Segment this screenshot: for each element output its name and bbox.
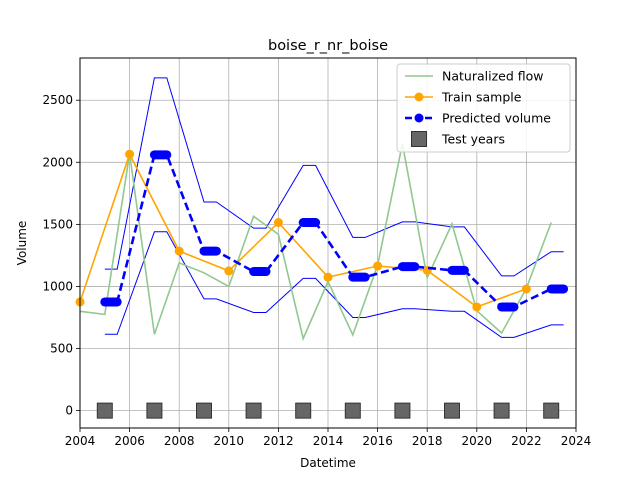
test-year-marker xyxy=(96,402,113,419)
x-tick-label: 2018 xyxy=(412,434,443,448)
test-year-marker xyxy=(444,402,460,419)
y-tick-label: 0 xyxy=(65,404,73,418)
train-sample-point xyxy=(373,261,383,271)
test-year-marker xyxy=(295,402,312,419)
prediction-band xyxy=(104,77,564,338)
x-tick-label: 2010 xyxy=(214,434,245,448)
x-tick-label: 2006 xyxy=(114,434,145,448)
series-layer xyxy=(75,143,569,419)
y-tick-label: 1000 xyxy=(42,279,73,293)
test-year-marker xyxy=(196,402,212,419)
train-sample-point xyxy=(323,272,333,282)
x-tick-label: 2016 xyxy=(362,434,393,448)
legend-label: Train sample xyxy=(441,90,522,105)
legend-train-marker xyxy=(414,92,424,102)
y-tick-label: 2500 xyxy=(42,93,73,107)
y-tick-label: 500 xyxy=(50,342,73,356)
chart-title: boise_r_nr_boise xyxy=(268,38,388,54)
train-sample-point xyxy=(224,266,234,276)
legend: Naturalized flow Train sample Predicted vo… xyxy=(396,63,571,153)
legend-label: Test years xyxy=(441,132,505,147)
x-tick-label: 2020 xyxy=(462,434,493,448)
x-tick-label: 2008 xyxy=(164,434,195,448)
prediction-lower-bound xyxy=(104,231,564,338)
test-year-marker xyxy=(146,402,163,419)
test-year-marker xyxy=(394,402,411,419)
train-sample-point xyxy=(174,246,184,256)
legend-test-swatch xyxy=(411,131,427,147)
legend-predicted-marker xyxy=(414,113,424,123)
train-sample-point xyxy=(125,149,135,159)
x-tick-label: 2012 xyxy=(263,434,294,448)
axis-ticks: 2004 2006 2008 2010 2012 2014 2016 2018 2020 2022… xyxy=(42,93,591,448)
test-year-marker xyxy=(245,402,262,419)
test-year-marker xyxy=(543,402,560,419)
naturalized-flow-line xyxy=(79,143,552,342)
legend-label: Naturalized flow xyxy=(442,69,543,84)
prediction-upper-bound xyxy=(104,77,564,277)
y-tick-label: 2000 xyxy=(42,155,73,169)
train-sample-point xyxy=(521,284,531,294)
y-axis-label: Volume xyxy=(15,221,29,266)
test-year-marker xyxy=(493,402,510,419)
legend-label: Predicted volume xyxy=(442,111,551,126)
predicted-volume-line xyxy=(104,153,564,309)
x-tick-label: 2004 xyxy=(65,434,96,448)
y-tick-label: 1500 xyxy=(42,217,73,231)
legend-box xyxy=(396,63,571,153)
x-tick-label: 2024 xyxy=(561,434,592,448)
train-sample-point xyxy=(472,302,482,312)
train-sample-point xyxy=(273,218,283,228)
train-sample-line xyxy=(79,152,527,308)
x-tick-label: 2022 xyxy=(511,434,542,448)
test-year-marker xyxy=(344,402,361,419)
x-tick-label: 2014 xyxy=(313,434,344,448)
x-axis-label: Datetime xyxy=(300,456,356,470)
